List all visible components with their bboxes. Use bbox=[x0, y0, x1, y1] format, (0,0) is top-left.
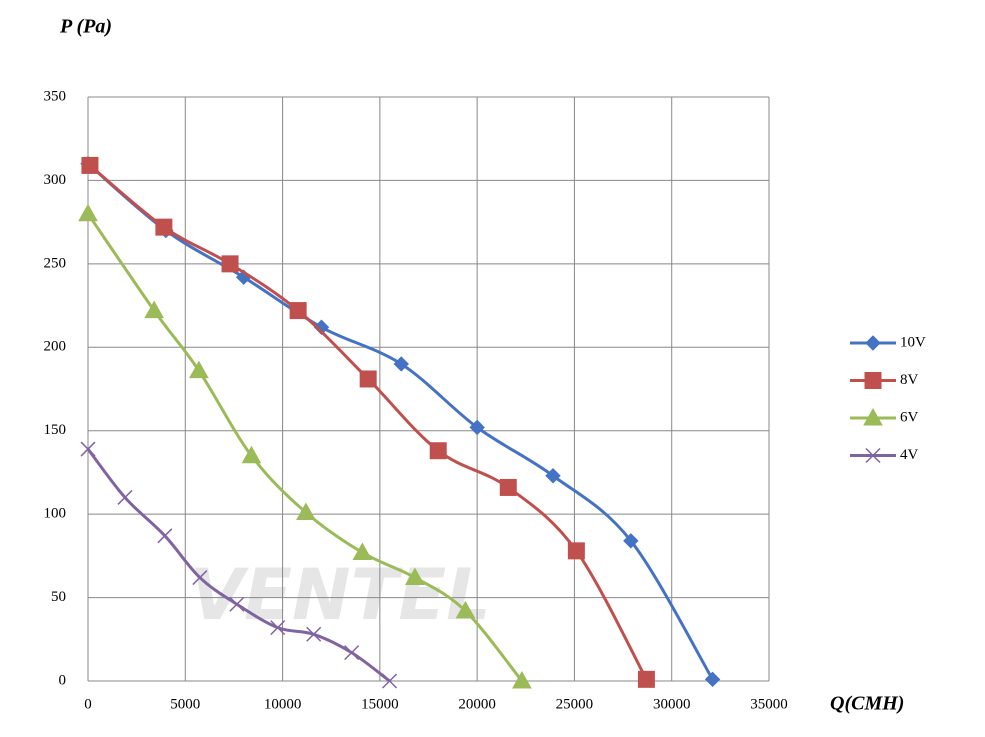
marker bbox=[344, 645, 360, 661]
legend-label: 10V bbox=[900, 334, 926, 350]
x-tick-label: 25000 bbox=[556, 696, 594, 712]
x-tick-label: 0 bbox=[84, 696, 92, 712]
marker bbox=[306, 626, 322, 642]
y-tick-label: 350 bbox=[44, 88, 67, 104]
marker bbox=[405, 567, 425, 586]
legend-marker bbox=[865, 335, 881, 351]
marker bbox=[270, 620, 286, 636]
y-tick-label: 250 bbox=[44, 255, 67, 271]
marker bbox=[229, 596, 245, 612]
x-axis-title: Q(CMH) bbox=[830, 693, 904, 715]
marker bbox=[296, 502, 316, 520]
y-tick-label: 50 bbox=[51, 589, 66, 605]
marker bbox=[80, 441, 96, 457]
marker bbox=[359, 370, 377, 388]
marker bbox=[393, 356, 409, 372]
marker bbox=[192, 570, 208, 586]
y-axis-title: P (Pa) bbox=[59, 16, 112, 38]
x-tick-label: 20000 bbox=[458, 696, 496, 712]
y-tick-label: 300 bbox=[44, 172, 67, 188]
marker bbox=[623, 533, 639, 549]
marker bbox=[221, 255, 239, 273]
x-tick-label: 5000 bbox=[170, 696, 200, 712]
marker bbox=[545, 468, 561, 484]
marker bbox=[78, 203, 98, 222]
x-tick-label: 35000 bbox=[750, 696, 788, 712]
watermark: VENTEL bbox=[190, 554, 491, 636]
marker bbox=[144, 300, 165, 319]
marker bbox=[455, 600, 476, 619]
line bbox=[86, 212, 524, 682]
legend-marker bbox=[865, 447, 881, 464]
y-tick-label: 100 bbox=[44, 506, 67, 522]
legend-label: 8V bbox=[900, 372, 919, 388]
marker bbox=[567, 542, 585, 560]
marker bbox=[289, 302, 307, 320]
marker bbox=[241, 445, 262, 464]
legend-label: 4V bbox=[900, 447, 919, 463]
x-tick-label: 10000 bbox=[264, 696, 302, 712]
legend-label: 6V bbox=[900, 409, 919, 425]
marker bbox=[81, 156, 99, 174]
marker bbox=[313, 319, 330, 335]
x-tick-label: 15000 bbox=[361, 696, 399, 712]
marker bbox=[512, 670, 532, 689]
marker bbox=[382, 673, 398, 689]
x-tick-label: 30000 bbox=[653, 696, 691, 712]
marker bbox=[429, 442, 447, 460]
legend-marker bbox=[863, 407, 883, 426]
y-tick-label: 150 bbox=[44, 422, 67, 438]
legend-marker bbox=[864, 372, 882, 389]
marker bbox=[704, 671, 721, 688]
marker bbox=[469, 419, 485, 436]
y-tick-label: 200 bbox=[44, 339, 67, 355]
marker bbox=[499, 478, 517, 496]
marker bbox=[352, 542, 373, 561]
marker bbox=[155, 218, 173, 236]
marker bbox=[117, 489, 133, 505]
marker bbox=[189, 360, 209, 379]
marker bbox=[637, 670, 655, 688]
marker bbox=[157, 528, 173, 544]
y-tick-label: 0 bbox=[59, 672, 67, 688]
